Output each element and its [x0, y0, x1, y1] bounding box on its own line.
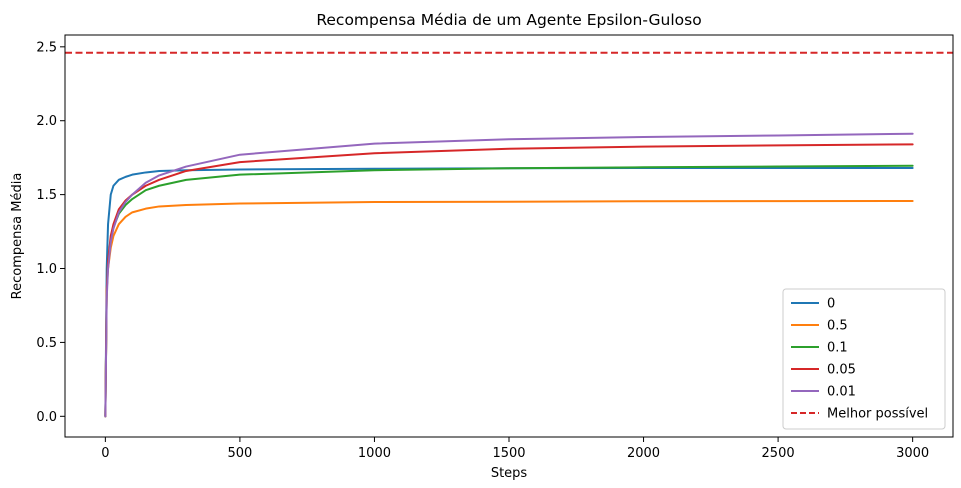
chart-title: Recompensa Média de um Agente Epsilon-Gu… — [316, 11, 701, 29]
y-tick-label: 1.5 — [36, 188, 57, 203]
x-axis-ticks: 0 500 1000 1500 2000 2500 3000 — [101, 437, 929, 461]
x-tick-label: 0 — [101, 446, 109, 461]
y-tick-label: 2.0 — [36, 114, 57, 129]
x-tick-label: 2000 — [627, 446, 660, 461]
x-tick-label: 1500 — [492, 446, 525, 461]
y-axis-ticks: 0.0 0.5 1.0 1.5 2.0 2.5 — [36, 40, 65, 425]
x-tick-label: 1000 — [358, 446, 391, 461]
legend-label: 0.5 — [827, 319, 848, 334]
legend-label: 0 — [827, 297, 835, 312]
x-tick-label: 2500 — [762, 446, 795, 461]
series-line-4 — [104, 132, 914, 418]
legend-label: 0.1 — [827, 341, 848, 356]
legend: 0 0.5 0.1 0.05 0.01 Melhor possível — [782, 288, 946, 430]
y-axis-label: Recompensa Média — [10, 173, 25, 300]
legend-label: 0.05 — [827, 363, 856, 378]
legend-box — [782, 288, 946, 430]
y-tick-label: 0.0 — [36, 410, 57, 425]
y-tick-label: 2.5 — [36, 40, 57, 55]
x-tick-label: 3000 — [896, 446, 929, 461]
legend-label: 0.01 — [827, 385, 856, 400]
series-lines — [104, 132, 914, 418]
y-tick-label: 1.0 — [36, 262, 57, 277]
y-tick-label: 0.5 — [36, 336, 57, 351]
x-axis-label: Steps — [491, 466, 528, 481]
x-tick-label: 500 — [227, 446, 252, 461]
legend-label: Melhor possível — [827, 407, 928, 422]
